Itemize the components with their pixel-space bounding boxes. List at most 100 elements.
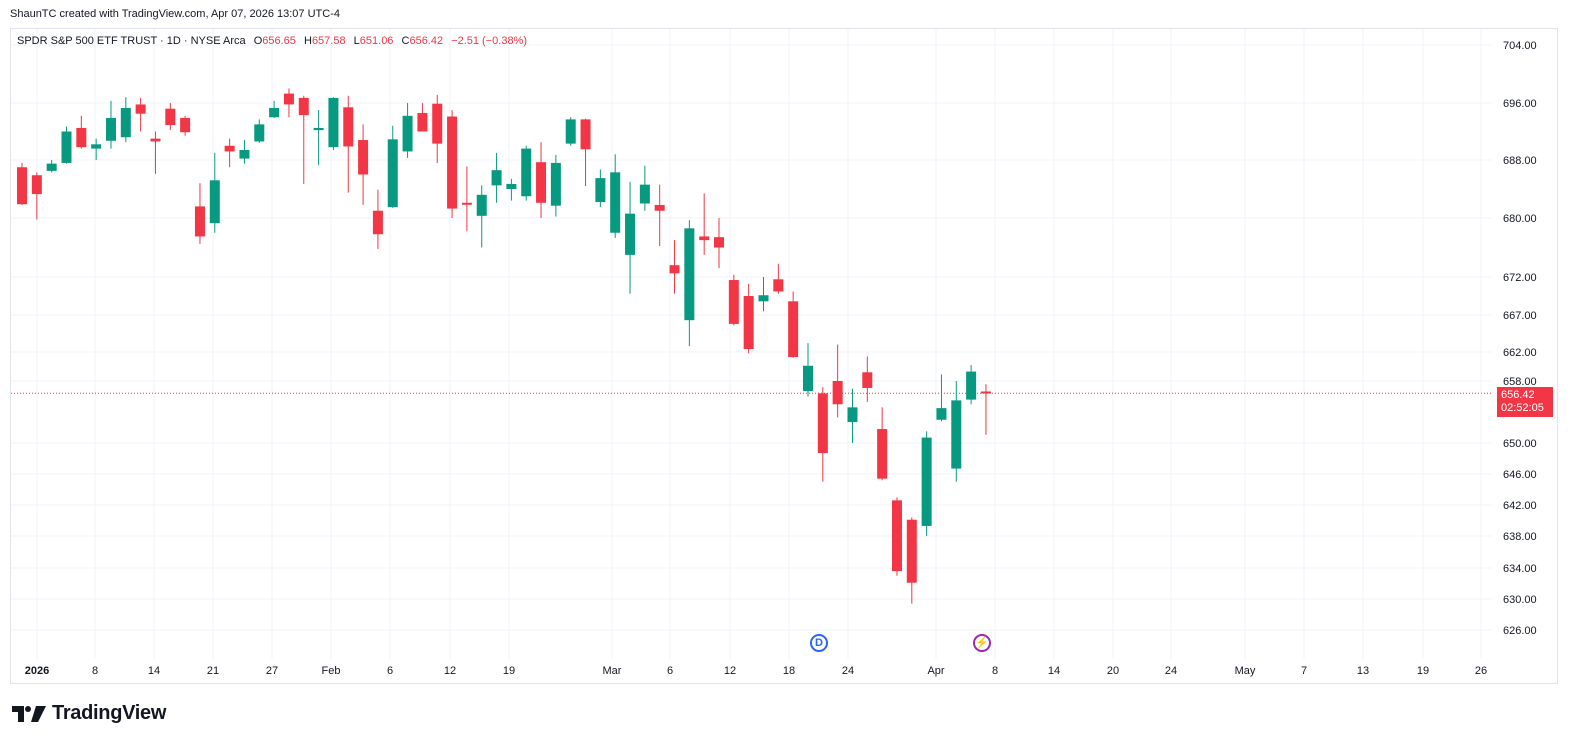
y-tick-label: 638.00 — [1503, 531, 1537, 543]
candle-down — [358, 140, 369, 175]
candle-up — [105, 117, 116, 141]
y-tick-label: 680.00 — [1503, 213, 1537, 225]
x-tick-label: 2026 — [25, 665, 49, 677]
candle-up — [847, 407, 858, 423]
change-value: −2.51 (−0.38%) — [451, 35, 528, 47]
candle-down — [980, 391, 991, 394]
x-tick-label: 26 — [1475, 665, 1487, 677]
candle-down — [17, 167, 27, 205]
x-tick-label: 8 — [992, 665, 998, 677]
earnings-marker[interactable]: ⚡ — [973, 634, 991, 652]
candle-up — [46, 163, 57, 171]
candle-up — [491, 170, 502, 186]
open-label: O — [253, 35, 263, 47]
candle-up — [239, 150, 250, 159]
candle-down — [150, 138, 161, 142]
chart-frame — [10, 28, 1558, 684]
x-tick-label: 24 — [1165, 665, 1177, 677]
x-tick-label: 7 — [1301, 665, 1307, 677]
candle-down — [165, 108, 176, 126]
candle-down — [372, 210, 383, 235]
candle-down — [891, 500, 902, 572]
candle-down — [298, 97, 309, 116]
x-tick-label: 13 — [1357, 665, 1369, 677]
low-value: 651.06 — [359, 35, 394, 47]
symbol-title: SPDR S&P 500 ETF TRUST · 1D · NYSE Arca — [17, 35, 246, 47]
x-tick-label: 21 — [207, 665, 219, 677]
high-label: H — [303, 35, 312, 47]
last-price-value: 656.42 — [1501, 389, 1535, 401]
x-tick-label: Mar — [603, 665, 622, 677]
candle-up — [387, 139, 398, 208]
candle-down — [906, 519, 917, 583]
candle-down — [728, 280, 739, 324]
price-axis: 704.00 696.00 688.00 680.00 672.00 667.00 662.… — [1503, 40, 1537, 637]
x-tick-label: 19 — [503, 665, 515, 677]
candle-up — [269, 107, 280, 118]
candle-up — [254, 124, 265, 142]
y-tick-label: 672.00 — [1503, 272, 1537, 284]
x-tick-label: May — [1235, 665, 1256, 677]
candle-up — [402, 115, 413, 152]
high-value: 657.58 — [311, 35, 346, 47]
candle-down — [773, 279, 784, 292]
y-tick-label: 662.00 — [1503, 347, 1537, 359]
open-value: 656.65 — [262, 35, 296, 47]
tradingview-logo-icon — [12, 705, 46, 722]
x-tick-label: 8 — [92, 665, 98, 677]
y-tick-label: 667.00 — [1503, 310, 1537, 322]
y-tick-label: 646.00 — [1503, 469, 1537, 481]
candle-up — [951, 400, 962, 469]
candle-up — [966, 371, 977, 400]
candle-up — [120, 107, 131, 138]
dividend-marker[interactable]: D — [810, 634, 828, 652]
candle-up — [758, 295, 769, 302]
x-tick-label: 14 — [1048, 665, 1060, 677]
candles — [17, 88, 991, 604]
candle-up — [61, 131, 72, 163]
candle-up — [521, 148, 532, 197]
close-label: C — [401, 35, 410, 47]
candle-up — [328, 97, 339, 148]
candle-down — [877, 429, 888, 479]
candle-down — [862, 372, 873, 388]
x-tick-label: 14 — [148, 665, 160, 677]
low-label: L — [353, 35, 360, 47]
symbol-legend: SPDR S&P 500 ETF TRUST · 1D · NYSE Arca … — [17, 35, 527, 47]
x-tick-label: Apr — [927, 665, 944, 677]
bar-countdown: 02:52:05 — [1501, 402, 1544, 414]
candle-down — [343, 107, 354, 147]
candle-up — [565, 119, 576, 144]
time-axis: 2026 8 14 21 27 Feb 6 12 19 Mar 6 12 18 24 Apr 8 14 20 24 M… — [25, 665, 1487, 677]
y-tick-label: 634.00 — [1503, 563, 1537, 575]
candle-up — [506, 183, 517, 189]
candle-up — [595, 178, 606, 203]
candle-up — [921, 437, 932, 526]
candle-down — [432, 103, 443, 144]
candle-down — [283, 93, 294, 105]
candle-up — [625, 213, 636, 255]
candle-down — [832, 381, 843, 405]
candle-down — [135, 104, 146, 114]
x-tick-label: 20 — [1107, 665, 1119, 677]
candle-down — [580, 119, 591, 150]
candle-up — [639, 184, 650, 204]
candle-down — [536, 162, 547, 203]
x-tick-label: 24 — [842, 665, 854, 677]
y-tick-label: 630.00 — [1503, 594, 1537, 606]
candle-down — [669, 265, 680, 274]
y-tick-label: 658.00 — [1503, 376, 1537, 388]
candle-down — [31, 175, 42, 195]
x-tick-label: 27 — [266, 665, 278, 677]
grid-lines — [11, 29, 1492, 659]
candle-down — [714, 237, 725, 248]
x-tick-label: 6 — [667, 665, 673, 677]
candle-down — [654, 204, 665, 211]
y-tick-label: 696.00 — [1503, 98, 1537, 110]
candle-down — [224, 145, 235, 152]
candle-up — [209, 180, 220, 224]
candle-down — [194, 206, 205, 237]
candle-down — [76, 127, 87, 148]
last-price-tag: 656.42 02:52:05 — [1497, 387, 1553, 417]
